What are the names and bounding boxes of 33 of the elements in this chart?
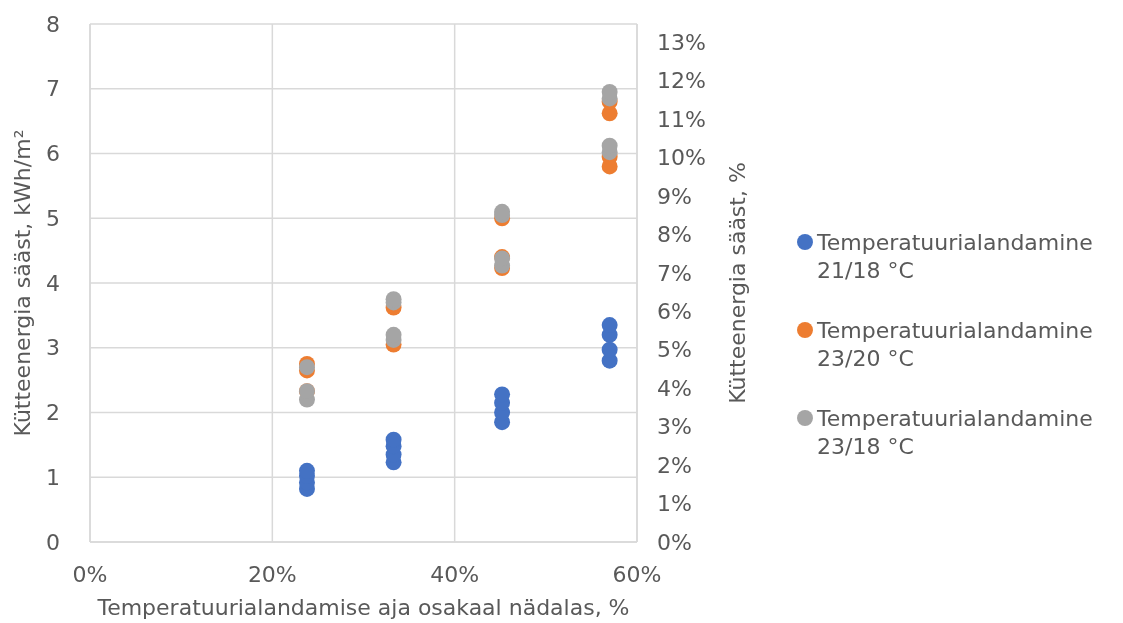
y-tick-label: 5 bbox=[46, 205, 60, 231]
x-axis-title: Temperatuurialandamise aja osakaal nädalas, % bbox=[96, 595, 630, 620]
y-tick-label: 7 bbox=[46, 76, 60, 102]
y2-tick-label: 3% bbox=[657, 414, 692, 440]
x-tick-label: 0% bbox=[72, 562, 108, 587]
y2-tick-label: 12% bbox=[657, 68, 706, 94]
x-tick-label: 20% bbox=[247, 562, 297, 587]
y2-tick-label: 13% bbox=[657, 29, 706, 55]
y2-tick-label: 9% bbox=[657, 183, 692, 209]
y2-tick-label: 7% bbox=[657, 260, 692, 286]
y-tick-label: 6 bbox=[46, 141, 60, 167]
y-tick-label: 8 bbox=[46, 11, 60, 37]
x-tick-label: 60% bbox=[612, 562, 662, 587]
y-tick-label: 4 bbox=[46, 270, 60, 296]
y2-tick-label: 4% bbox=[657, 375, 692, 401]
y-tick-label: 1 bbox=[46, 464, 60, 490]
y-axis-title: Kütteenergia sääst, kWh/m² bbox=[10, 129, 35, 437]
legend-label: Temperatuurialandamine 23/20 °C bbox=[816, 317, 1093, 372]
legend-label: Temperatuurialandamine 21/18 °C bbox=[816, 229, 1093, 284]
y-tick-label: 3 bbox=[46, 335, 60, 361]
y2-tick-label: 10% bbox=[657, 145, 706, 171]
y2-tick-label: 5% bbox=[657, 337, 692, 363]
y2-tick-label: 2% bbox=[657, 452, 692, 478]
y2-tick-label: 0% bbox=[657, 529, 692, 555]
y2-tick-label: 6% bbox=[657, 298, 692, 324]
y-tick-label: 2 bbox=[46, 400, 60, 426]
y2-tick-label: 8% bbox=[657, 222, 692, 248]
legend-label: Temperatuurialandamine 23/18 °C bbox=[816, 405, 1093, 460]
y2-axis-title: Kütteenergia sääst, % bbox=[725, 162, 750, 404]
y2-tick-label: 11% bbox=[657, 106, 706, 132]
y-tick-label: 0 bbox=[46, 529, 60, 555]
x-tick-label: 40% bbox=[430, 562, 480, 587]
y2-tick-label: 1% bbox=[657, 491, 692, 517]
